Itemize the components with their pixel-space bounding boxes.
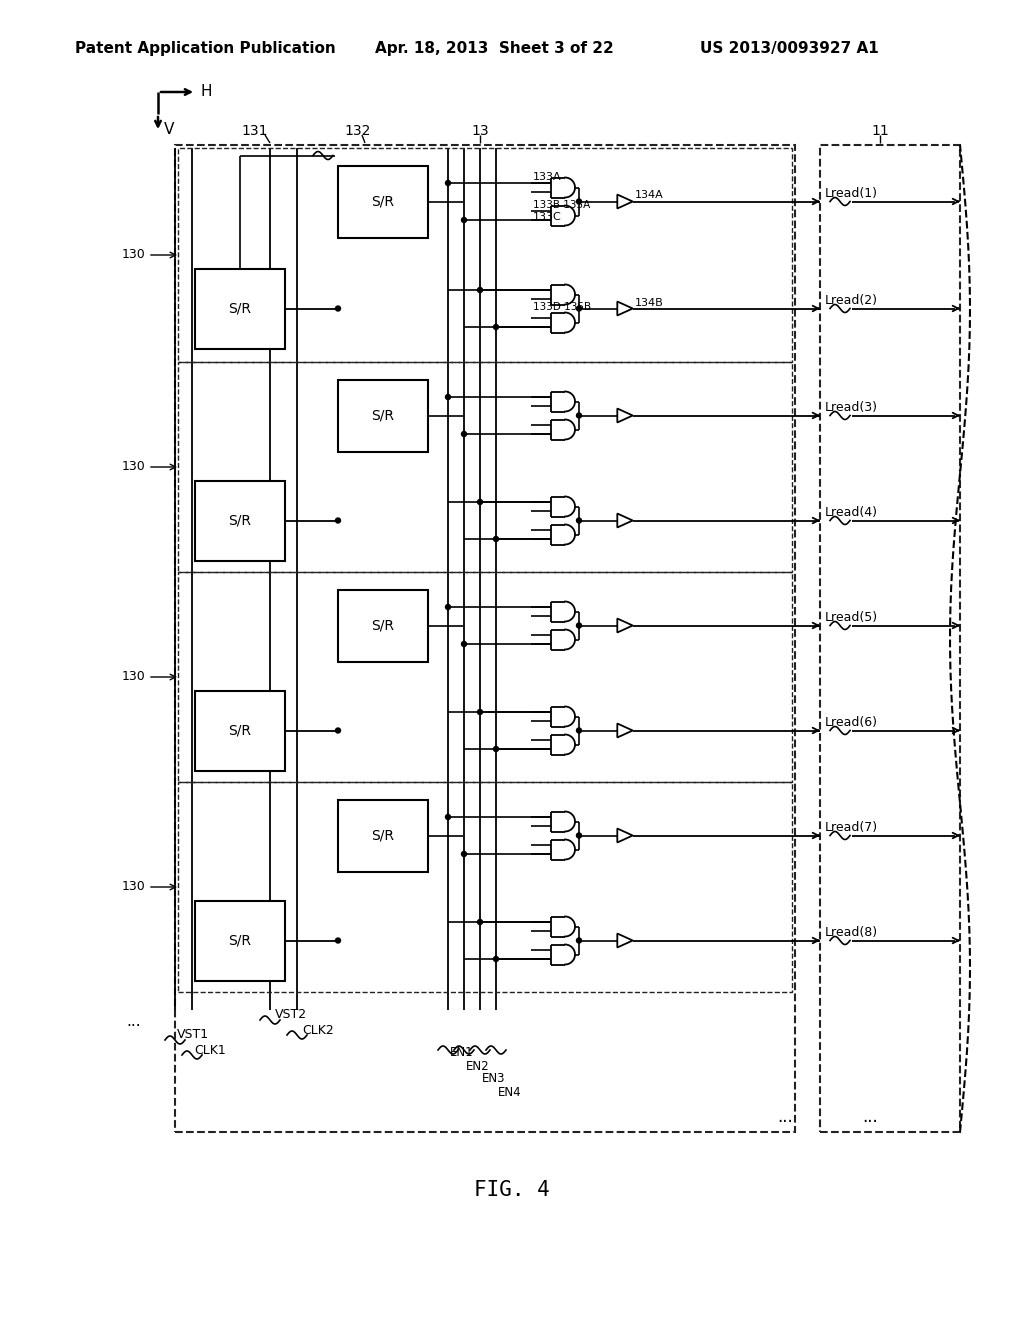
Circle shape <box>445 814 451 820</box>
Circle shape <box>577 939 582 942</box>
Circle shape <box>577 199 582 205</box>
Text: CLK1: CLK1 <box>194 1044 225 1056</box>
Bar <box>178 572 792 781</box>
Circle shape <box>462 851 467 857</box>
Bar <box>338 800 428 871</box>
Text: ...: ... <box>862 1107 878 1126</box>
Text: 130: 130 <box>122 880 145 894</box>
Polygon shape <box>617 619 633 632</box>
Bar <box>178 148 792 362</box>
Circle shape <box>445 395 451 400</box>
Text: ...: ... <box>777 1107 793 1126</box>
Text: 133B 135A: 133B 135A <box>534 201 590 210</box>
Polygon shape <box>617 829 633 842</box>
Circle shape <box>336 517 341 523</box>
Text: Lread(2): Lread(2) <box>825 294 878 308</box>
Text: 134B: 134B <box>635 297 664 308</box>
Circle shape <box>494 957 499 961</box>
Circle shape <box>494 747 499 751</box>
Text: Lread(8): Lread(8) <box>825 927 879 939</box>
Text: Lread(1): Lread(1) <box>825 187 878 201</box>
Text: ...: ... <box>127 1015 141 1030</box>
Bar <box>195 480 285 561</box>
Text: 11: 11 <box>871 124 889 139</box>
Text: S/R: S/R <box>228 301 252 315</box>
Bar <box>175 145 795 1133</box>
Text: S/R: S/R <box>372 408 394 422</box>
Circle shape <box>336 729 341 733</box>
Bar <box>178 781 792 993</box>
Circle shape <box>445 181 451 186</box>
Text: EN4: EN4 <box>498 1085 521 1098</box>
Text: Lread(7): Lread(7) <box>825 821 879 834</box>
Circle shape <box>577 623 582 628</box>
Text: S/R: S/R <box>372 829 394 842</box>
Text: 130: 130 <box>122 461 145 474</box>
Polygon shape <box>617 723 633 738</box>
Text: V: V <box>164 123 174 137</box>
Text: Lread(3): Lread(3) <box>825 401 878 414</box>
Circle shape <box>445 605 451 610</box>
Text: EN3: EN3 <box>482 1072 506 1085</box>
Text: Lread(6): Lread(6) <box>825 715 878 729</box>
Circle shape <box>477 710 482 714</box>
Bar <box>195 900 285 981</box>
Text: S/R: S/R <box>228 723 252 738</box>
Polygon shape <box>617 513 633 528</box>
Circle shape <box>462 218 467 223</box>
Text: 133A: 133A <box>534 173 561 182</box>
Polygon shape <box>617 301 633 315</box>
Bar <box>338 590 428 661</box>
Text: Lread(5): Lread(5) <box>825 611 879 624</box>
Bar <box>820 145 961 1133</box>
Text: 13: 13 <box>471 124 488 139</box>
Text: VST1: VST1 <box>177 1028 209 1041</box>
Text: S/R: S/R <box>372 619 394 632</box>
Text: S/R: S/R <box>228 933 252 948</box>
Text: Patent Application Publication: Patent Application Publication <box>75 41 336 55</box>
Circle shape <box>462 432 467 437</box>
Bar <box>195 268 285 348</box>
Polygon shape <box>617 933 633 948</box>
Circle shape <box>477 920 482 924</box>
Circle shape <box>577 729 582 733</box>
Text: 130: 130 <box>122 671 145 684</box>
Text: 130: 130 <box>122 248 145 261</box>
Circle shape <box>477 499 482 504</box>
Text: 133D 135B: 133D 135B <box>534 301 591 312</box>
Circle shape <box>336 939 341 942</box>
Bar <box>195 690 285 771</box>
Circle shape <box>336 306 341 312</box>
Circle shape <box>577 306 582 312</box>
Text: EN2: EN2 <box>466 1060 489 1072</box>
Text: CLK2: CLK2 <box>302 1023 334 1036</box>
Text: 132: 132 <box>345 124 371 139</box>
Bar <box>338 165 428 238</box>
Text: 133C: 133C <box>534 213 562 223</box>
Text: FIG. 4: FIG. 4 <box>474 1180 550 1200</box>
Text: EN1: EN1 <box>450 1047 474 1060</box>
Circle shape <box>577 833 582 838</box>
Circle shape <box>494 325 499 330</box>
Text: 134A: 134A <box>635 190 664 201</box>
Circle shape <box>577 413 582 418</box>
Text: S/R: S/R <box>228 513 252 528</box>
Text: VST2: VST2 <box>275 1008 307 1022</box>
Bar <box>338 380 428 451</box>
Text: H: H <box>201 83 213 99</box>
Text: 131: 131 <box>242 124 268 139</box>
Circle shape <box>577 517 582 523</box>
Polygon shape <box>617 194 633 209</box>
Circle shape <box>462 642 467 647</box>
Circle shape <box>477 288 482 293</box>
Circle shape <box>494 536 499 541</box>
Bar <box>178 362 792 572</box>
Text: S/R: S/R <box>372 194 394 209</box>
Text: Lread(4): Lread(4) <box>825 506 878 519</box>
Text: US 2013/0093927 A1: US 2013/0093927 A1 <box>700 41 879 55</box>
Polygon shape <box>617 408 633 422</box>
Text: Apr. 18, 2013  Sheet 3 of 22: Apr. 18, 2013 Sheet 3 of 22 <box>375 41 613 55</box>
